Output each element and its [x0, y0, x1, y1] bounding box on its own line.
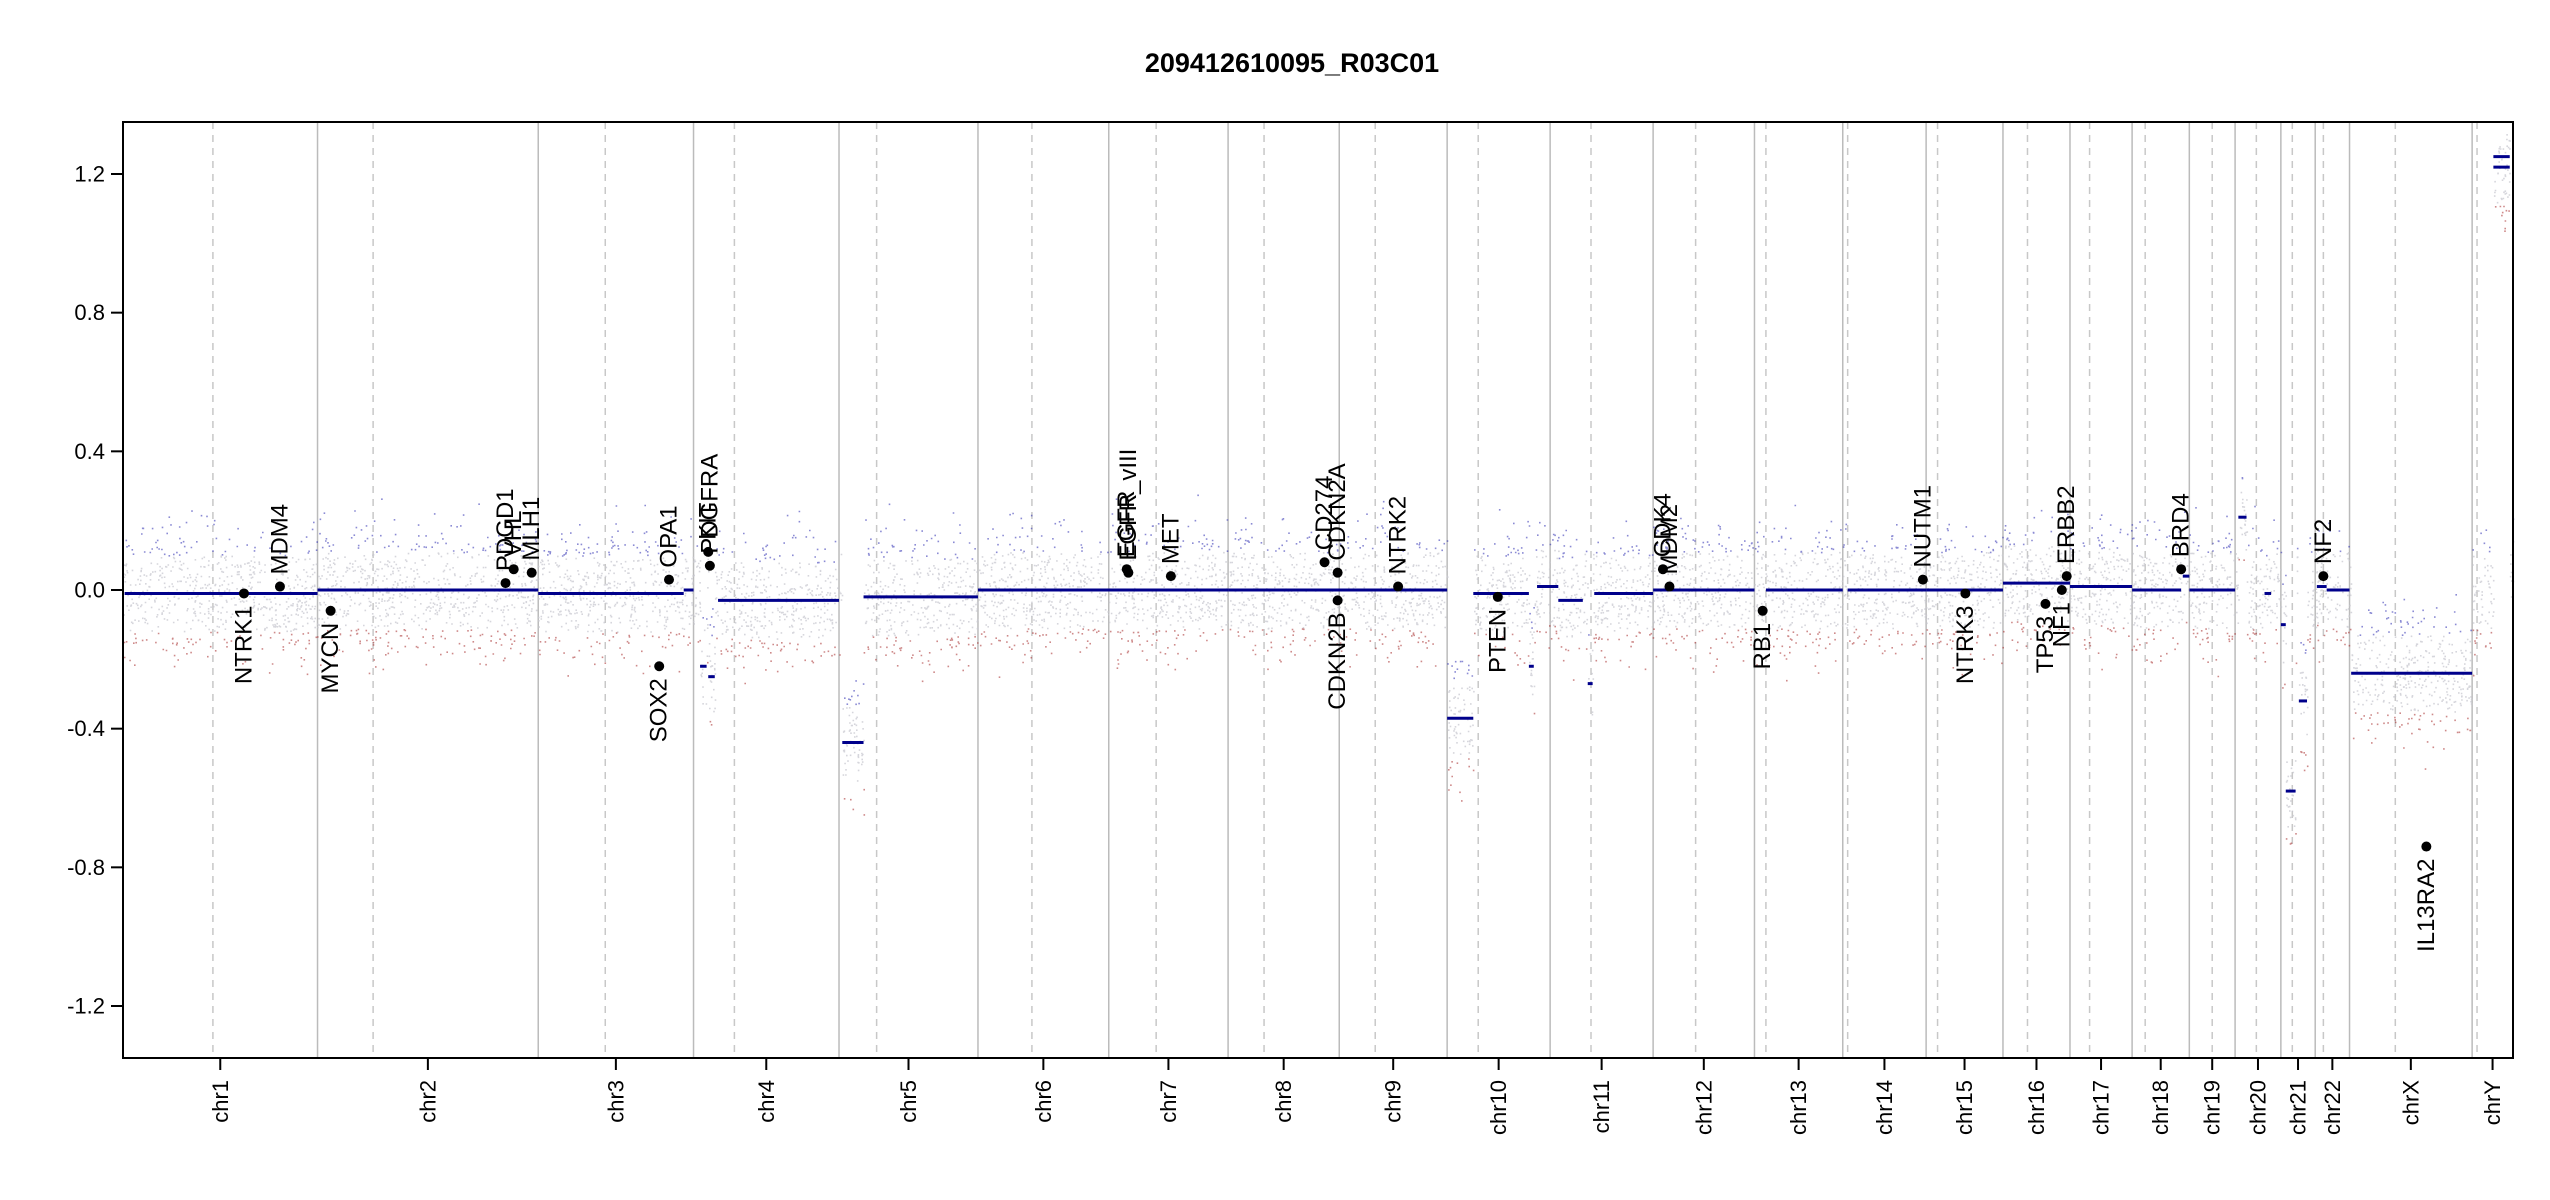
- gene-label: MET: [1157, 513, 1184, 564]
- chrom-label: chr16: [2024, 1080, 2049, 1135]
- gene-marker: [2318, 571, 2329, 582]
- gene-marker: [1332, 567, 1343, 578]
- y-tick-label: -1.2: [67, 994, 105, 1019]
- gene-label: NTRK1: [230, 605, 257, 684]
- gene-label: NTRK2: [1385, 496, 1412, 575]
- chrom-label: chr4: [754, 1080, 779, 1123]
- chrom-label: chr19: [2200, 1080, 2225, 1135]
- gene-label: MDM4: [266, 504, 293, 575]
- y-axis: 1.2 0.8 0.4 0.0 -0.4 -0.8 -1.2: [67, 162, 123, 1019]
- gene-marker: [703, 546, 714, 557]
- gene-label: MLH1: [518, 497, 545, 561]
- gene-marker: [500, 578, 511, 589]
- gene-marker: [1165, 571, 1176, 582]
- gene-marker: [1664, 581, 1675, 592]
- gene-label: PTEN: [1484, 609, 1511, 673]
- gene-label: CDKN2A: [1324, 463, 1351, 560]
- gene-label: NF1: [2048, 602, 2075, 647]
- gene-marker: [1332, 595, 1343, 606]
- chrom-label: chr12: [1691, 1080, 1716, 1135]
- chrom-label: chr20: [2245, 1080, 2270, 1135]
- gene-label: TP53: [2032, 616, 2059, 673]
- y-tick-label: 0.4: [74, 439, 105, 464]
- chrom-label: chr15: [1952, 1080, 1977, 1135]
- gene-marker: [1492, 591, 1503, 602]
- y-tick-label: -0.4: [67, 716, 105, 741]
- gene-label: OPA1: [656, 505, 683, 567]
- gene-label: KIT: [695, 502, 722, 540]
- chrom-label: chr22: [2320, 1080, 2345, 1135]
- gene-label: CDKN2B: [1324, 612, 1351, 709]
- gene-label: BRD4: [2168, 493, 2195, 557]
- gene-label: EGFR: [1113, 491, 1140, 558]
- chrom-label: chr7: [1156, 1080, 1181, 1123]
- y-tick-label: -0.8: [67, 855, 105, 880]
- chrom-label: chr5: [896, 1080, 921, 1123]
- gene-marker: [2056, 585, 2067, 595]
- chrom-label: chr14: [1872, 1080, 1897, 1135]
- chrom-label: chr10: [1486, 1080, 1511, 1135]
- gene-marker: [2176, 564, 2187, 575]
- gene-marker: [526, 567, 537, 578]
- y-tick-label: 0.8: [74, 300, 105, 325]
- gene-marker: [1657, 564, 1668, 575]
- x-axis: chr1 chr2 chr3 chr4 chr5 chr6 chr7 chr8 chr9 chr1…: [208, 1058, 2505, 1135]
- gene-label: MYCN: [317, 623, 344, 694]
- gene-marker: [508, 564, 519, 575]
- segments: [124, 155, 2510, 793]
- gene-label: NTRK3: [1952, 605, 1979, 684]
- chrom-label: chr1: [208, 1080, 233, 1123]
- chrom-label: chr6: [1031, 1080, 1056, 1123]
- gene-label: ERBB2: [2053, 485, 2080, 564]
- gene-marker: [1393, 581, 1404, 592]
- chrom-label: chr2: [415, 1080, 440, 1123]
- gene-marker: [2040, 598, 2051, 609]
- chrom-label: chr11: [1589, 1080, 1614, 1133]
- gene-marker: [2421, 841, 2432, 852]
- gene-label: CD274: [1311, 476, 1338, 551]
- gene-label: MDM2: [1656, 504, 1683, 575]
- gene-marker: [1757, 605, 1768, 616]
- gene-label: CDK4: [1649, 493, 1676, 557]
- gene-marker: [274, 581, 285, 592]
- chrom-label: chrY: [2480, 1080, 2505, 1126]
- gene-marker: [1917, 574, 1928, 585]
- gene-label: IL13RA2: [2413, 859, 2440, 952]
- gene-label: PDGFRA: [696, 454, 723, 554]
- y-tick-label: 1.2: [74, 162, 105, 187]
- y-tick-label: 0.0: [74, 578, 105, 603]
- chrom-label: chrX: [2398, 1080, 2423, 1126]
- chrom-label: chr21: [2286, 1080, 2311, 1135]
- gene-marker: [704, 560, 715, 571]
- gene-marker: [325, 605, 336, 616]
- gene-marker: [1123, 567, 1134, 578]
- gene-marker: [1319, 557, 1330, 568]
- gene-label: VHL: [500, 511, 527, 558]
- gene-label: NUTM1: [1909, 485, 1936, 568]
- gene-marker: [654, 661, 665, 672]
- chrom-label: chr3: [603, 1080, 628, 1123]
- chrom-label: chr9: [1381, 1080, 1406, 1123]
- gene-label: EGFR_vIII: [1115, 449, 1142, 561]
- gene-marker: [1960, 588, 1971, 599]
- gene-label: SOX2: [646, 678, 673, 742]
- gene-marker: [2061, 571, 2072, 582]
- chart-title: 209412610095_R03C01: [1145, 48, 1439, 78]
- gene-marker: [664, 574, 675, 585]
- gene-label: NF2: [2310, 519, 2337, 564]
- chrom-label: chr18: [2148, 1080, 2173, 1135]
- gene-label: RB1: [1749, 623, 1776, 670]
- gene-label: PDGD1: [492, 488, 519, 571]
- chrom-label: chr13: [1786, 1080, 1811, 1135]
- chrom-label: chr17: [2089, 1080, 2114, 1135]
- gene-marker: [238, 588, 249, 599]
- chrom-label: chr8: [1271, 1080, 1296, 1123]
